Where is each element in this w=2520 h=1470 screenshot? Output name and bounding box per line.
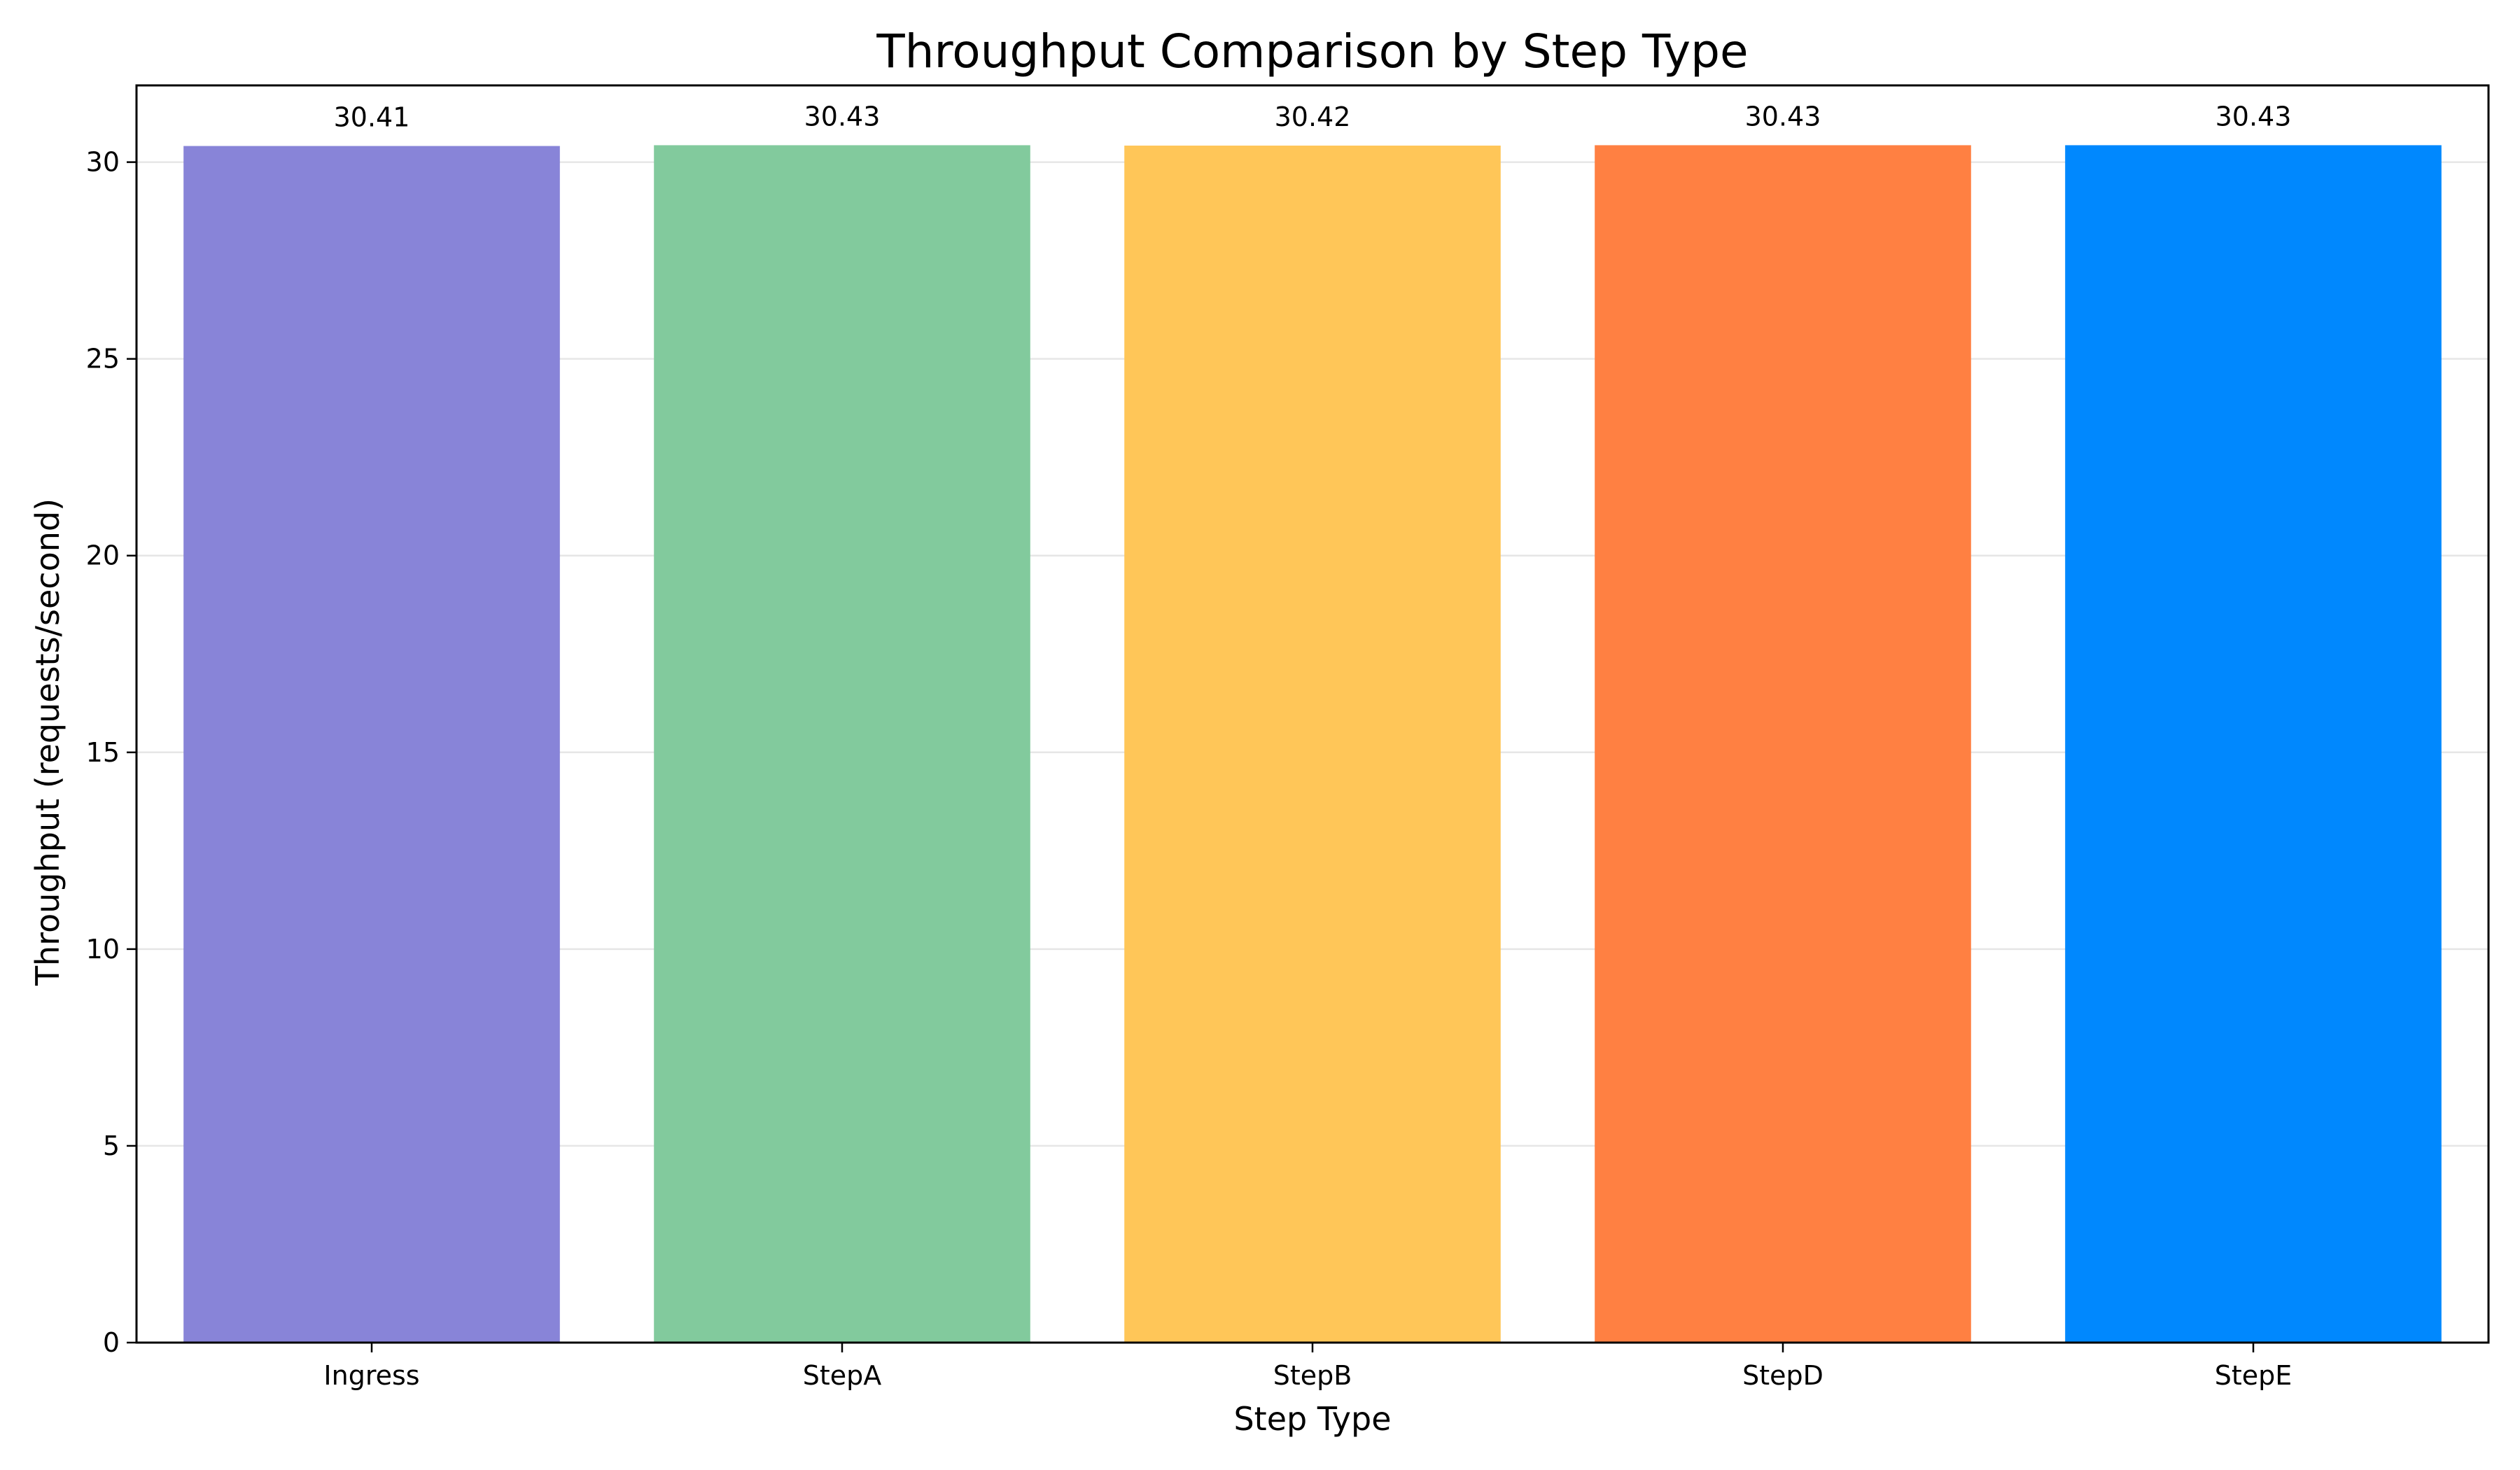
data-label: 30.43 — [1745, 101, 1821, 132]
x-tick-label: Ingress — [323, 1360, 419, 1391]
chart-title: Throughput Comparison by Step Type — [876, 24, 1748, 78]
y-tick-label: 30 — [86, 147, 120, 178]
x-tick-label: StepB — [1273, 1360, 1352, 1391]
data-label: 30.41 — [334, 102, 410, 133]
y-tick-label: 0 — [103, 1327, 120, 1358]
bar-ingress — [183, 146, 560, 1343]
y-tick-label: 20 — [86, 540, 120, 571]
data-label: 30.43 — [2216, 101, 2292, 132]
data-label: 30.43 — [804, 101, 881, 132]
y-tick-label: 5 — [103, 1130, 120, 1161]
bar-stepb — [1124, 146, 1501, 1343]
x-tick-label: StepD — [1742, 1360, 1823, 1391]
y-tick-label: 25 — [86, 344, 120, 374]
x-tick-label: StepE — [2215, 1360, 2292, 1391]
y-tick-label: 15 — [86, 737, 120, 768]
y-axis-label: Throughput (requests/second) — [29, 498, 66, 986]
bar-stepe — [2065, 145, 2442, 1343]
y-tick-label: 10 — [86, 934, 120, 965]
x-axis-label: Step Type — [1233, 1400, 1391, 1438]
bar-stepd — [1595, 145, 1971, 1343]
bar-stepa — [654, 145, 1030, 1343]
data-label: 30.42 — [1275, 102, 1351, 132]
bars — [183, 145, 2442, 1343]
value-labels: 30.41 30.43 30.42 30.43 30.43 — [334, 101, 2292, 132]
axis-ticks: 0 5 10 15 20 25 30 Ingress StepA StepB StepD StepE — [86, 147, 2292, 1391]
x-tick-label: StepA — [803, 1360, 882, 1391]
